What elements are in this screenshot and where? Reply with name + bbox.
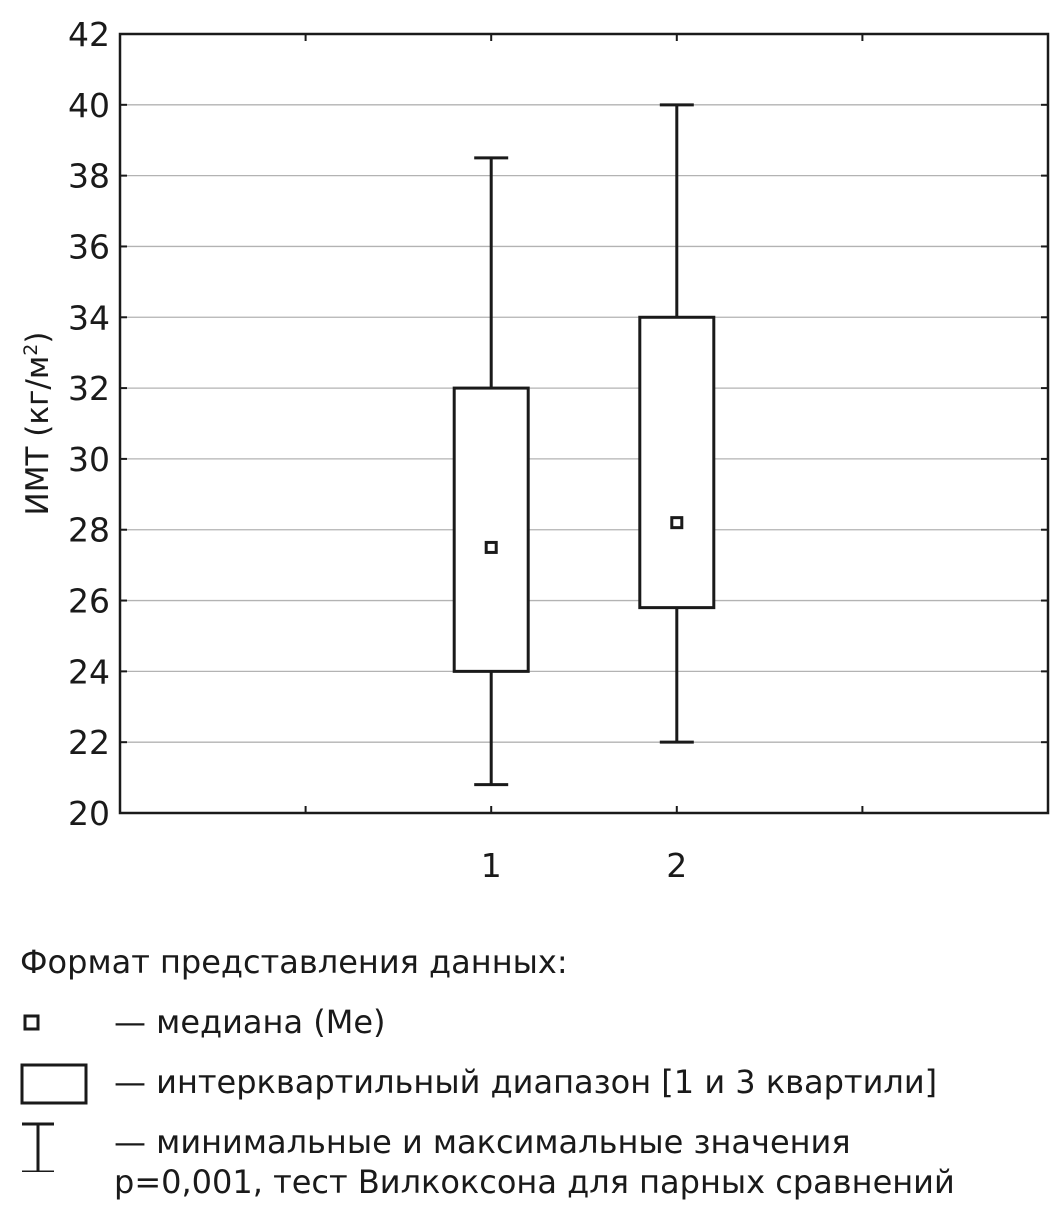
legend-median-text: — медиана (Me) xyxy=(114,1003,386,1041)
y-tick-label: 40 xyxy=(68,86,110,125)
whisker-icon xyxy=(22,1122,54,1172)
iqr-box-icon xyxy=(20,1063,88,1105)
y-tick-label: 24 xyxy=(68,652,110,691)
y-tick-label: 20 xyxy=(68,794,110,833)
y-tick-label: 38 xyxy=(68,157,110,196)
y-tick-label: 36 xyxy=(68,227,110,266)
y-tick-label: 30 xyxy=(68,440,110,479)
legend-row-iqr: — интерквартильный диапазон [1 и 3 кварт… xyxy=(20,1052,1040,1112)
boxes xyxy=(452,103,716,787)
legend-iqr-text: — интерквартильный диапазон [1 и 3 кварт… xyxy=(114,1063,938,1101)
plot-frame xyxy=(118,32,1050,815)
y-axis: 42 40 38 36 34 32 30 28 26 24 22 20 xyxy=(68,15,1048,833)
iqr-box xyxy=(452,386,530,673)
median-marker xyxy=(670,516,684,530)
y-axis-title: ИМТ (кг/м2) xyxy=(20,332,56,516)
x-tick-label: 2 xyxy=(666,846,687,885)
x-axis-ticks xyxy=(304,34,864,813)
legend-range-text: — минимальные и максимальные значения xyxy=(114,1123,851,1161)
y-tick-label: 34 xyxy=(68,298,110,337)
y-tick-label: 26 xyxy=(68,582,110,621)
test-note: p=0,001, тест Вилкоксона для парных срав… xyxy=(114,1163,955,1201)
median-marker xyxy=(484,540,498,554)
box-1 xyxy=(452,156,530,787)
legend-heading: Формат представления данных: xyxy=(20,943,568,981)
iqr-box xyxy=(638,315,716,610)
x-tick-label: 1 xyxy=(481,846,502,885)
y-tick-label: 42 xyxy=(68,15,110,54)
y-tick-label: 22 xyxy=(68,723,110,762)
y-tick-label: 28 xyxy=(68,511,110,550)
legend-row-median: — медиана (Me) xyxy=(20,992,1040,1052)
median-symbol-icon xyxy=(23,1014,40,1031)
legend: Формат представления данных: — медиана (… xyxy=(20,938,1040,1201)
y-tick-label: 32 xyxy=(68,369,110,408)
legend-row-range: — минимальные и максимальные значения p=… xyxy=(20,1112,1040,1201)
box-2 xyxy=(638,103,716,744)
grid-lines xyxy=(120,104,1048,743)
